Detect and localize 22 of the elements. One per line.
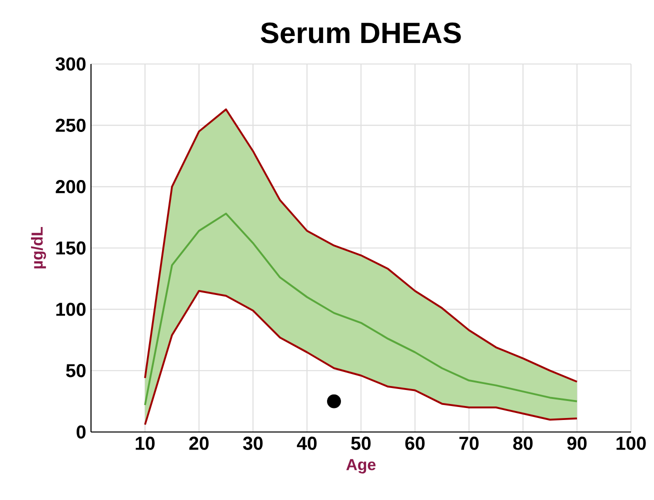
x-tick-label: 100 bbox=[616, 436, 646, 450]
x-tick-label: 10 bbox=[136, 436, 155, 450]
y-tick-label: 300 bbox=[56, 57, 86, 71]
y-tick-label: 100 bbox=[56, 302, 86, 316]
line-series bbox=[144, 290, 578, 426]
x-tick-label: 90 bbox=[567, 436, 587, 450]
x-tick-label: 20 bbox=[189, 436, 209, 450]
x-tick-label: 30 bbox=[243, 436, 263, 450]
y-tick-label: 150 bbox=[56, 241, 86, 255]
y-tick-label: 250 bbox=[56, 118, 86, 132]
x-tick-label: 50 bbox=[351, 436, 371, 450]
y-tick-label: 50 bbox=[66, 364, 86, 378]
y-tick-label: 200 bbox=[56, 180, 86, 194]
x-tick-label: 60 bbox=[405, 436, 425, 450]
y-tick-label: 0 bbox=[76, 425, 86, 439]
x-axis-title: Age bbox=[346, 459, 376, 474]
x-tick-label: 40 bbox=[296, 436, 317, 450]
chart-title: Serum DHEAS bbox=[260, 22, 461, 44]
y-axis-title: µg/dL bbox=[31, 226, 46, 268]
line-series bbox=[144, 212, 578, 406]
x-tick-label: 80 bbox=[513, 436, 533, 450]
x-tick-label: 70 bbox=[459, 436, 479, 450]
